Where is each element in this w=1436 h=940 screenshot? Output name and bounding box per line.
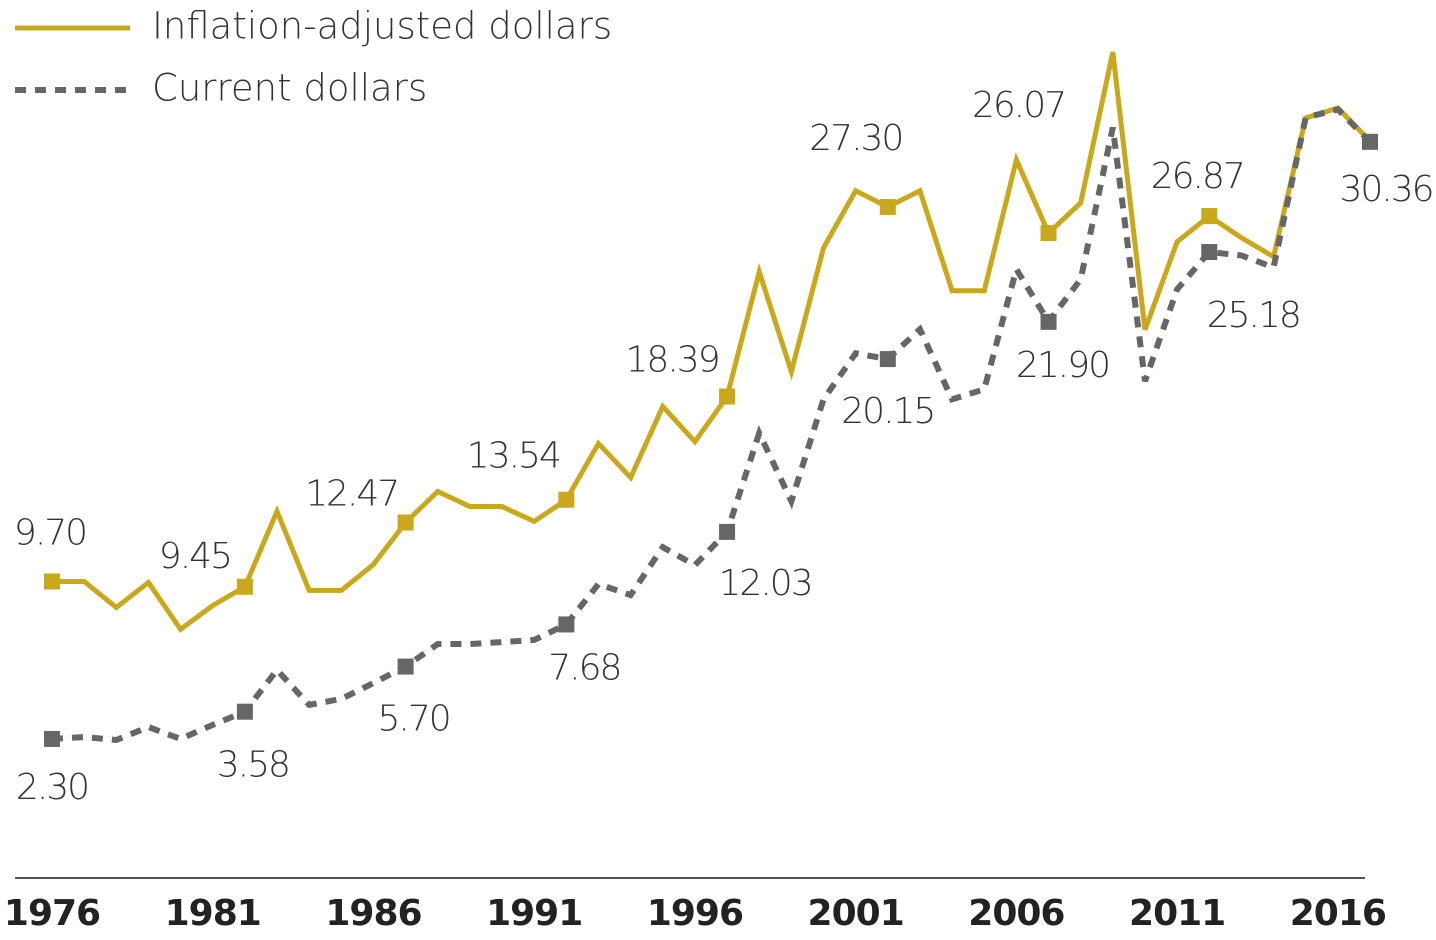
data-label: 26.87 bbox=[1151, 156, 1244, 197]
data-label: 25.18 bbox=[1207, 295, 1300, 336]
point-marker bbox=[397, 514, 414, 531]
data-label: 9.70 bbox=[14, 512, 86, 553]
point-marker bbox=[1040, 225, 1057, 242]
x-tick-label: 2011 bbox=[1129, 893, 1225, 934]
x-tick-label: 2001 bbox=[808, 893, 904, 934]
legend-label: Current dollars bbox=[152, 67, 427, 110]
point-marker bbox=[1201, 244, 1218, 261]
point-marker bbox=[1201, 208, 1218, 225]
point-marker bbox=[719, 523, 736, 540]
series-line bbox=[52, 51, 1372, 633]
data-label: 26.07 bbox=[972, 85, 1065, 126]
data-label: 20.15 bbox=[841, 391, 934, 432]
data-label: 9.45 bbox=[159, 536, 231, 577]
data-label: 12.03 bbox=[719, 563, 812, 604]
data-label: 30.36 bbox=[1339, 169, 1432, 210]
point-marker bbox=[558, 616, 575, 633]
point-marker bbox=[879, 351, 896, 368]
point-marker bbox=[1362, 133, 1378, 150]
point-marker bbox=[236, 578, 253, 595]
x-tick-label: 1976 bbox=[4, 893, 100, 934]
data-label: 21.90 bbox=[1016, 345, 1109, 386]
data-label: 3.58 bbox=[217, 745, 289, 786]
point-marker bbox=[236, 703, 253, 720]
data-label: 27.30 bbox=[809, 118, 902, 159]
data-label: 7.68 bbox=[548, 647, 620, 688]
series-line bbox=[51, 106, 1373, 744]
x-tick-label: 1996 bbox=[647, 893, 743, 934]
point-marker bbox=[397, 658, 414, 675]
x-tick-label: 1986 bbox=[325, 893, 421, 934]
x-tick-label: 2006 bbox=[968, 893, 1064, 934]
data-label: 2.30 bbox=[16, 767, 88, 808]
point-marker bbox=[558, 491, 575, 508]
point-marker bbox=[44, 730, 60, 747]
point-marker bbox=[879, 198, 896, 215]
data-label: 13.54 bbox=[467, 436, 560, 477]
data-label: 5.70 bbox=[378, 699, 450, 740]
x-tick-label: 1991 bbox=[486, 893, 582, 934]
data-label: 12.47 bbox=[305, 474, 398, 515]
legend-label: Inflation-adjusted dollars bbox=[152, 5, 612, 48]
x-tick-label: 1981 bbox=[165, 893, 261, 934]
point-marker bbox=[44, 573, 60, 590]
data-label: 18.39 bbox=[626, 340, 719, 381]
point-marker bbox=[1040, 313, 1057, 330]
point-marker bbox=[719, 388, 736, 405]
x-tick-label: 2016 bbox=[1290, 893, 1386, 934]
